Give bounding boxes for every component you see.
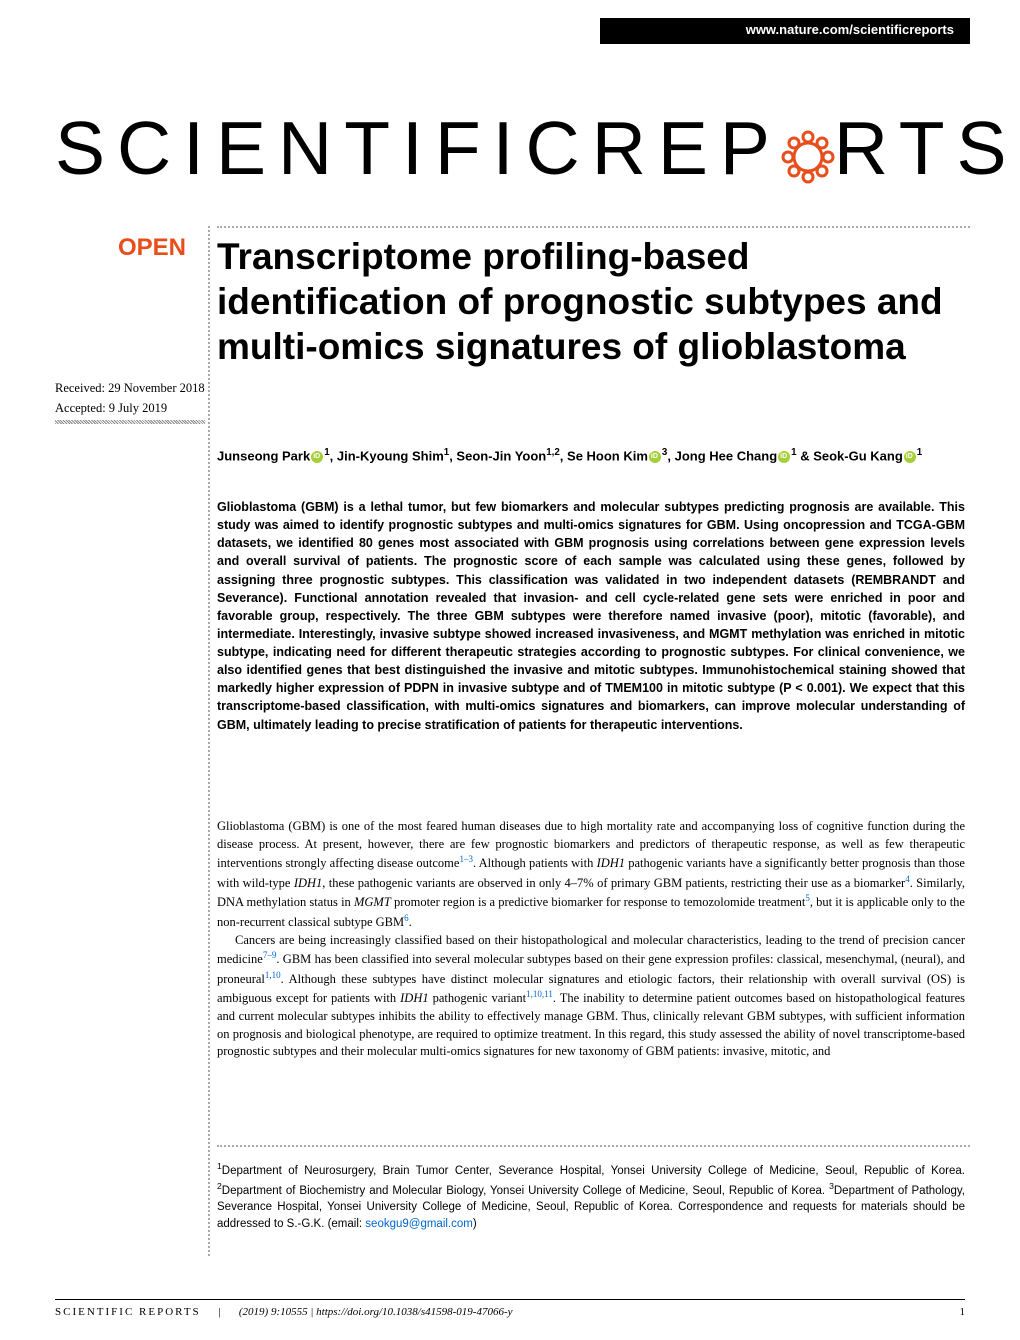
accepted-date: Accepted: 9 July 2019 <box>55 398 205 418</box>
body-para-1: Glioblastoma (GBM) is one of the most fe… <box>217 818 965 932</box>
publication-dates: Received: 29 November 2018 Accepted: 9 J… <box>55 378 205 418</box>
author-list: Junseong Park1, Jin-Kyoung Shim1, Seon-J… <box>217 446 965 466</box>
footer-separator: | <box>219 1306 221 1318</box>
date-underline <box>55 420 205 424</box>
article-title: Transcriptome profiling-based identifica… <box>217 234 960 369</box>
page-footer: SCIENTIFIC REPORTS | (2019) 9:10555 | ht… <box>55 1299 965 1318</box>
divider-affiliations <box>217 1145 970 1147</box>
body-para-2: Cancers are being increasingly classifie… <box>217 932 965 1061</box>
footer-journal: SCIENTIFIC REPORTS <box>55 1306 201 1318</box>
logo-text-2: REP <box>592 105 782 191</box>
gear-icon <box>778 118 838 178</box>
logo-text-1: SCIENTIFIC <box>55 105 592 191</box>
divider-left <box>208 226 210 1256</box>
logo-text-3: RTS <box>834 105 1019 191</box>
page-number: 1 <box>960 1306 966 1318</box>
journal-url-bar: www.nature.com/scientificreports <box>600 18 970 44</box>
received-date: Received: 29 November 2018 <box>55 378 205 398</box>
footer-left: SCIENTIFIC REPORTS | (2019) 9:10555 | ht… <box>55 1306 513 1318</box>
affiliations: 1Department of Neurosurgery, Brain Tumor… <box>217 1160 965 1232</box>
body-text: Glioblastoma (GBM) is one of the most fe… <box>217 818 965 1061</box>
footer-citation: (2019) 9:10555 | https://doi.org/10.1038… <box>239 1306 513 1318</box>
open-access-badge: OPEN <box>118 234 186 262</box>
divider-top <box>217 226 970 228</box>
journal-logo: SCIENTIFIC REP RTS <box>55 105 1019 191</box>
abstract: Glioblastoma (GBM) is a lethal tumor, bu… <box>217 498 965 734</box>
